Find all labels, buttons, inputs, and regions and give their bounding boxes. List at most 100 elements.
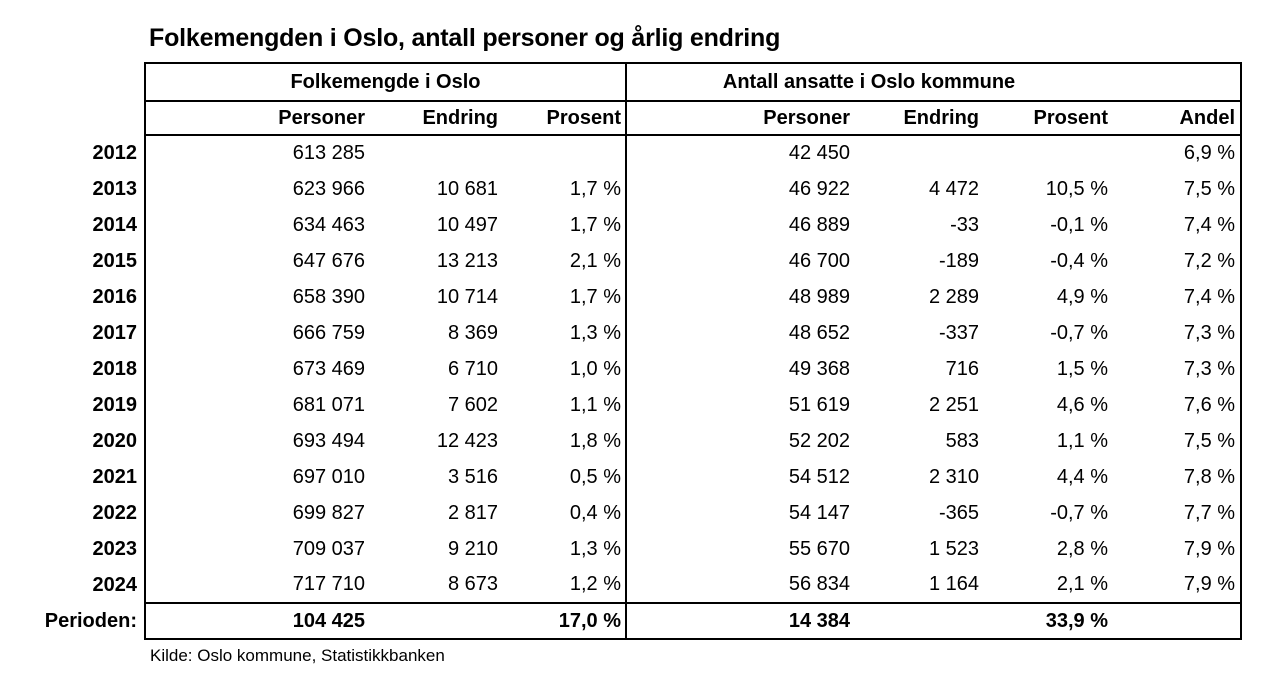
year-label: 2016 bbox=[92, 285, 138, 308]
cell-folkemengde-endring: 10 681 bbox=[436, 177, 498, 200]
cell-folkemengde-prosent: 1,3 % bbox=[569, 537, 621, 560]
cell-ansatte-endring: 2 310 bbox=[928, 465, 979, 488]
cell-ansatte-personer: 49 368 bbox=[625, 351, 854, 387]
table-row: 2023 709 037 9 210 1,3 % 55 670 1 523 2,… bbox=[0, 531, 1243, 567]
cell-folkemengde-personer: 697 010 bbox=[144, 459, 369, 495]
year-label: 2013 bbox=[92, 177, 138, 200]
group-header-folkemengde: Folkemengde i Oslo bbox=[144, 62, 626, 102]
cell-ansatte-prosent: -0,7 % bbox=[1050, 501, 1108, 524]
cell-folkemengde-prosent: 0,5 % bbox=[569, 465, 621, 488]
cell-folkemengde-endring: 3 516 bbox=[447, 465, 498, 488]
cell-ansatte-prosent: -0,1 % bbox=[1050, 213, 1108, 236]
summary-ansatte-personer: 14 384 bbox=[625, 602, 854, 640]
col-header-folkemengde-prosent: Prosent bbox=[502, 101, 626, 136]
year-label: 2018 bbox=[92, 357, 138, 380]
table-row: 2016 658 390 10 714 1,7 % 48 989 2 289 4… bbox=[0, 279, 1243, 315]
table-row: 2019 681 071 7 602 1,1 % 51 619 2 251 4,… bbox=[0, 387, 1243, 423]
year-label: 2012 bbox=[92, 141, 138, 164]
cell-ansatte-personer: 42 450 bbox=[625, 135, 854, 171]
year-label: 2021 bbox=[92, 465, 138, 488]
table-row: 2024 717 710 8 673 1,2 % 56 834 1 164 2,… bbox=[0, 567, 1243, 603]
col-header-folkemengde-endring: Endring bbox=[369, 101, 502, 136]
cell-ansatte-prosent: 4,6 % bbox=[1056, 393, 1108, 416]
corner-spacer bbox=[0, 101, 145, 135]
cell-ansatte-prosent: 4,4 % bbox=[1056, 465, 1108, 488]
col-header-ansatte-personer: Personer bbox=[625, 101, 854, 136]
summary-ansatte-prosent: 33,9 % bbox=[983, 602, 1112, 640]
col-header-ansatte-andel: Andel bbox=[1112, 101, 1243, 136]
summary-label: Perioden: bbox=[44, 609, 137, 632]
cell-ansatte-endring: 716 bbox=[945, 357, 979, 380]
cell-ansatte-endring: 1 523 bbox=[928, 537, 979, 560]
cell-folkemengde-prosent: 1,0 % bbox=[569, 357, 621, 380]
cell-ansatte-personer: 52 202 bbox=[625, 423, 854, 459]
source-note: Kilde: Oslo kommune, Statistikkbanken bbox=[150, 646, 445, 665]
cell-ansatte-prosent: -0,7 % bbox=[1050, 321, 1108, 344]
cell-ansatte-personer: 46 889 bbox=[625, 207, 854, 243]
cell-ansatte-endring: -33 bbox=[950, 213, 979, 236]
cell-folkemengde-endring: 6 710 bbox=[447, 357, 498, 380]
cell-folkemengde-endring: 8 673 bbox=[447, 573, 498, 595]
cell-ansatte-endring: 583 bbox=[945, 429, 979, 452]
group-header-ansatte: Antall ansatte i Oslo kommune bbox=[624, 62, 1243, 102]
cell-ansatte-personer: 46 922 bbox=[625, 171, 854, 207]
cell-ansatte-prosent: -0,4 % bbox=[1050, 249, 1108, 272]
cell-ansatte-personer: 48 652 bbox=[625, 315, 854, 351]
cell-ansatte-andel: 7,4 % bbox=[1112, 279, 1243, 315]
cell-folkemengde-personer: 681 071 bbox=[144, 387, 369, 423]
cell-ansatte-andel: 7,3 % bbox=[1112, 315, 1243, 351]
table-row: 2020 693 494 12 423 1,8 % 52 202 583 1,1… bbox=[0, 423, 1243, 459]
cell-ansatte-prosent: 2,8 % bbox=[1056, 537, 1108, 560]
cell-folkemengde-endring: 2 817 bbox=[447, 501, 498, 524]
cell-folkemengde-prosent: 1,1 % bbox=[569, 393, 621, 416]
summary-folkemengde-endring bbox=[369, 602, 502, 640]
cell-ansatte-prosent: 1,5 % bbox=[1056, 357, 1108, 380]
cell-ansatte-andel: 7,9 % bbox=[1112, 567, 1243, 603]
cell-ansatte-andel: 7,3 % bbox=[1112, 351, 1243, 387]
cell-ansatte-prosent: 1,1 % bbox=[1056, 429, 1108, 452]
cell-folkemengde-endring: 13 213 bbox=[436, 249, 498, 272]
year-label: 2015 bbox=[92, 249, 138, 272]
cell-ansatte-andel: 7,4 % bbox=[1112, 207, 1243, 243]
col-header-folkemengde-personer: Personer bbox=[144, 101, 369, 136]
cell-folkemengde-prosent: 1,7 % bbox=[569, 213, 621, 236]
table-row: 2021 697 010 3 516 0,5 % 54 512 2 310 4,… bbox=[0, 459, 1243, 495]
cell-folkemengde-endring: 7 602 bbox=[447, 393, 498, 416]
year-label: 2024 bbox=[92, 573, 138, 596]
cell-ansatte-andel: 6,9 % bbox=[1112, 135, 1243, 171]
cell-ansatte-andel: 7,5 % bbox=[1112, 423, 1243, 459]
table-row: 2022 699 827 2 817 0,4 % 54 147 -365 -0,… bbox=[0, 495, 1243, 531]
cell-folkemengde-endring: 8 369 bbox=[447, 321, 498, 344]
cell-ansatte-andel: 7,7 % bbox=[1112, 495, 1243, 531]
cell-ansatte-endring: -365 bbox=[938, 501, 979, 524]
cell-ansatte-personer: 56 834 bbox=[625, 567, 854, 603]
cell-ansatte-personer: 54 512 bbox=[625, 459, 854, 495]
cell-ansatte-personer: 51 619 bbox=[625, 387, 854, 423]
col-header-ansatte-endring: Endring bbox=[854, 101, 983, 136]
cell-folkemengde-prosent: 2,1 % bbox=[569, 249, 621, 272]
cell-folkemengde-personer: 658 390 bbox=[144, 279, 369, 315]
cell-folkemengde-prosent: 0,4 % bbox=[569, 501, 621, 524]
cell-folkemengde-prosent: 1,3 % bbox=[569, 321, 621, 344]
cell-folkemengde-endring: 9 210 bbox=[447, 537, 498, 560]
cell-folkemengde-personer: 647 676 bbox=[144, 243, 369, 279]
cell-folkemengde-prosent bbox=[502, 135, 626, 171]
cell-folkemengde-personer: 623 966 bbox=[144, 171, 369, 207]
cell-ansatte-endring: -337 bbox=[938, 321, 979, 344]
cell-ansatte-prosent: 4,9 % bbox=[1056, 285, 1108, 308]
cell-ansatte-prosent bbox=[983, 135, 1112, 171]
cell-folkemengde-personer: 634 463 bbox=[144, 207, 369, 243]
year-label: 2017 bbox=[92, 321, 138, 344]
cell-folkemengde-prosent: 1,2 % bbox=[569, 573, 621, 595]
cell-ansatte-endring bbox=[854, 135, 983, 171]
cell-folkemengde-personer: 717 710 bbox=[144, 567, 369, 603]
table-row: 2014 634 463 10 497 1,7 % 46 889 -33 -0,… bbox=[0, 207, 1243, 243]
summary-row: Perioden: 104 425 17,0 % 14 384 33,9 % bbox=[0, 602, 1243, 640]
column-header-row: Personer Endring Prosent Personer Endrin… bbox=[0, 101, 1243, 136]
cell-ansatte-andel: 7,9 % bbox=[1112, 531, 1243, 567]
cell-ansatte-personer: 55 670 bbox=[625, 531, 854, 567]
cell-folkemengde-personer: 699 827 bbox=[144, 495, 369, 531]
cell-folkemengde-prosent: 1,7 % bbox=[569, 177, 621, 200]
cell-folkemengde-personer: 693 494 bbox=[144, 423, 369, 459]
